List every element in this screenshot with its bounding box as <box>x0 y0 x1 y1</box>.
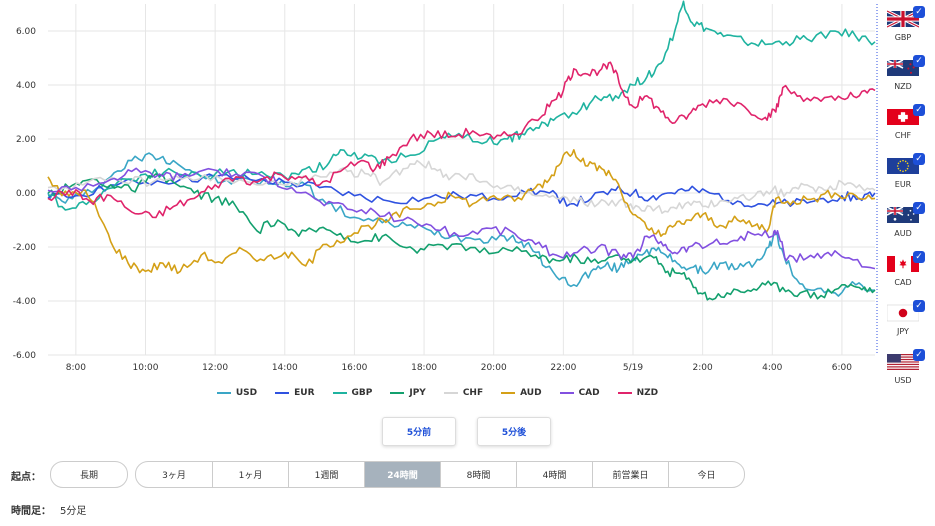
flag-usd[interactable]: ✓ USD <box>878 347 928 396</box>
legend-label: CHF <box>462 388 484 398</box>
check-icon[interactable]: ✓ <box>913 55 925 67</box>
legend-swatch <box>216 392 231 394</box>
y-tick-label: -2.00 <box>13 243 37 253</box>
y-tick-label: 2.00 <box>16 135 36 145</box>
y-tick-label: -6.00 <box>13 351 37 361</box>
x-tick-label: 12:00 <box>202 363 228 373</box>
legend-item-chf[interactable]: CHF <box>443 388 484 398</box>
legend-item-jpy[interactable]: JPY <box>390 388 426 398</box>
range-8-hours[interactable]: 8時間 <box>440 462 516 487</box>
x-tick-label: 10:00 <box>133 363 159 373</box>
legend-swatch <box>443 392 458 394</box>
legend-label: GBP <box>351 388 373 398</box>
y-tick-label: 0.00 <box>16 189 36 199</box>
currency-sidebar: ✓ GBP ✓ NZD ✓ CHF ✓ EUR <box>878 4 933 396</box>
long-term-button[interactable]: 長期 <box>50 461 128 488</box>
flag-code-label: AUD <box>894 229 912 238</box>
flag-code-label: CHF <box>894 131 912 140</box>
flag-code-label: USD <box>894 376 912 385</box>
legend-label: EUR <box>294 388 315 398</box>
range-selector: 3ヶ月 1ヶ月 1週間 24時間 8時間 4時間 前営業日 今日 <box>135 461 745 488</box>
check-icon[interactable]: ✓ <box>913 300 925 312</box>
range-1-month[interactable]: 1ヶ月 <box>212 462 288 487</box>
flag-nzd[interactable]: ✓ NZD <box>878 53 928 102</box>
check-icon[interactable]: ✓ <box>913 202 925 214</box>
swiss-flag-icon <box>887 109 919 125</box>
flag-code-label: GBP <box>894 33 912 42</box>
legend-item-cad[interactable]: CAD <box>559 388 600 398</box>
check-icon[interactable]: ✓ <box>913 104 925 116</box>
chart-legend: USD EUR GBP JPY CHF AUD CAD NZD <box>0 388 875 398</box>
series-line-chf <box>47 159 876 214</box>
legend-swatch <box>617 392 632 394</box>
x-tick-label: 16:00 <box>341 363 367 373</box>
flag-jpy[interactable]: ✓ JPY <box>878 298 928 347</box>
legend-swatch <box>275 392 290 394</box>
range-1-week[interactable]: 1週間 <box>288 462 364 487</box>
series-line-jpy <box>47 173 876 301</box>
y-tick-label: 4.00 <box>16 81 36 91</box>
check-icon[interactable]: ✓ <box>913 251 925 263</box>
start-point-label: 起点： <box>11 472 41 483</box>
series-line-cad <box>47 167 876 270</box>
x-tick-label: 5/19 <box>623 363 643 373</box>
legend-item-nzd[interactable]: NZD <box>617 388 659 398</box>
series-line-nzd <box>47 61 876 219</box>
x-tick-label: 20:00 <box>481 363 507 373</box>
legend-item-usd[interactable]: USD <box>216 388 258 398</box>
prev-5min-button[interactable]: 5分前 <box>382 417 456 446</box>
timeframe-value: 5分足 <box>60 506 87 517</box>
canada-flag-icon <box>887 256 919 272</box>
range-previous-business-day[interactable]: 前営業日 <box>592 462 668 487</box>
legend-item-gbp[interactable]: GBP <box>332 388 373 398</box>
x-tick-label: 8:00 <box>66 363 86 373</box>
legend-label: USD <box>235 388 258 398</box>
us-flag-icon <box>887 354 919 370</box>
eu-flag-icon <box>887 158 919 174</box>
legend-item-eur[interactable]: EUR <box>275 388 315 398</box>
y-tick-label: -4.00 <box>13 297 37 307</box>
x-tick-label: 22:00 <box>550 363 576 373</box>
x-tick-label: 18:00 <box>411 363 437 373</box>
range-today[interactable]: 今日 <box>668 462 744 487</box>
legend-swatch <box>559 392 574 394</box>
next-5min-button[interactable]: 5分後 <box>477 417 551 446</box>
check-icon[interactable]: ✓ <box>913 6 925 18</box>
x-tick-label: 4:00 <box>762 363 782 373</box>
range-3-months[interactable]: 3ヶ月 <box>162 471 186 481</box>
range-24-hours[interactable]: 24時間 <box>364 462 440 487</box>
flag-chf[interactable]: ✓ CHF <box>878 102 928 151</box>
japan-flag-icon <box>887 304 919 322</box>
legend-label: AUD <box>520 388 542 398</box>
flag-code-label: JPY <box>897 327 909 336</box>
timeframe-label: 時間足： <box>11 506 51 517</box>
x-tick-label: 6:00 <box>832 363 852 373</box>
chart: 6.00 4.00 2.00 0.00 -2.00 -4.00 -6.00 8:00 10:00… <box>13 0 878 373</box>
check-icon[interactable]: ✓ <box>913 349 925 361</box>
x-tick-label: 14:00 <box>272 363 298 373</box>
flag-code-label: EUR <box>894 180 912 189</box>
legend-label: CAD <box>578 388 600 398</box>
flag-gbp[interactable]: ✓ GBP <box>878 4 928 53</box>
flag-cad[interactable]: ✓ CAD <box>878 249 928 298</box>
flag-aud[interactable]: ✓ AUD <box>878 200 928 249</box>
flag-code-label: CAD <box>894 278 912 287</box>
legend-swatch <box>390 392 405 394</box>
check-icon[interactable]: ✓ <box>913 153 925 165</box>
legend-label: NZD <box>636 388 659 398</box>
nz-flag-icon <box>887 59 919 76</box>
australia-flag-icon <box>887 206 919 223</box>
x-tick-label: 2:00 <box>693 363 713 373</box>
legend-label: JPY <box>409 388 426 398</box>
legend-swatch <box>332 392 347 394</box>
y-tick-label: 6.00 <box>16 27 36 37</box>
range-4-hours[interactable]: 4時間 <box>516 462 592 487</box>
legend-swatch <box>501 392 516 394</box>
flag-code-label: NZD <box>894 82 912 91</box>
legend-item-aud[interactable]: AUD <box>501 388 542 398</box>
series-line-aud <box>47 149 876 275</box>
flag-eur[interactable]: ✓ EUR <box>878 151 928 200</box>
